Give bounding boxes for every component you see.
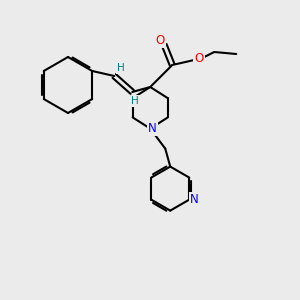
Text: N: N — [190, 193, 199, 206]
Text: H: H — [117, 63, 125, 73]
Text: N: N — [148, 122, 157, 135]
Text: H: H — [131, 96, 139, 106]
Text: O: O — [195, 52, 204, 64]
Text: O: O — [156, 34, 165, 46]
